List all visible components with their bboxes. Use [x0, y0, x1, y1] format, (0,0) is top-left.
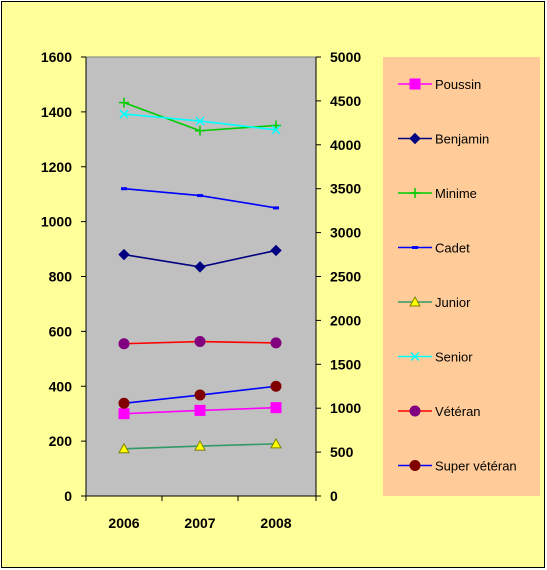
- data-point-poussin: [194, 404, 206, 416]
- data-point-cadet: [197, 194, 203, 198]
- y-right-tick-label: 3500: [330, 181, 361, 197]
- y-left-tick-label: 1000: [41, 214, 72, 230]
- y-right-tick-label: 500: [330, 444, 354, 460]
- y-right-tick-label: 5000: [330, 49, 361, 65]
- legend-label-super-veteran: Super vétéran: [435, 459, 517, 474]
- legend-marker-senior: [410, 351, 420, 362]
- y-right-tick-label: 1000: [330, 400, 361, 416]
- y-left-tick-label: 0: [64, 488, 72, 504]
- legend: Poussin Benjamin Minime Cadet Junior Senior Vé…: [398, 77, 517, 474]
- y-right-tick-label: 1500: [330, 356, 361, 372]
- legend-marker-super-veteran: [409, 460, 421, 471]
- data-point-junior: [194, 440, 206, 451]
- data-point-cadet: [121, 187, 127, 191]
- legend-marker-cadet: [412, 246, 418, 249]
- y-left-tick-label: 1600: [41, 49, 72, 65]
- data-point-senior: [119, 109, 129, 119]
- data-point-poussin: [270, 402, 282, 414]
- y-left-tick-label: 200: [49, 433, 73, 449]
- data-point-cadet: [273, 206, 279, 210]
- x-tick-label: 2006: [108, 515, 139, 531]
- y-right-tick-label: 4000: [330, 137, 361, 153]
- data-point-veteran: [270, 337, 282, 349]
- legend-label-veteran: Vétéran: [435, 404, 481, 419]
- y-left-tick-label: 800: [49, 269, 73, 285]
- data-point-benjamin: [194, 261, 206, 273]
- legend-marker-minime: [410, 188, 420, 198]
- data-point-benjamin: [270, 244, 282, 257]
- y-right-tick-label: 0: [330, 488, 338, 504]
- data-point-junior: [118, 442, 130, 454]
- y-left-tick-label: 1200: [41, 159, 72, 175]
- legend-label-minime: Minime: [435, 186, 477, 201]
- legend-label-cadet: Cadet: [435, 241, 470, 256]
- data-point-veteran: [194, 336, 206, 348]
- y-right-tick-label: 3000: [330, 225, 361, 241]
- tick-labels: 0 200 400 600 800 1000 1200 1400 1600 0 500 1000 150…: [41, 49, 362, 531]
- data-point-benjamin: [118, 248, 130, 261]
- data-point-super-veteran: [270, 380, 282, 392]
- legend-marker-junior: [409, 295, 421, 307]
- legend-label-junior: Junior: [435, 295, 471, 310]
- data-point-senior: [271, 125, 281, 135]
- legend-marker-benjamin: [409, 132, 421, 145]
- data-point-minime: [119, 97, 129, 108]
- legend-label-senior: Senior: [435, 350, 473, 365]
- x-tick-label: 2008: [260, 515, 291, 531]
- data-point-poussin: [118, 408, 130, 420]
- y-left-tick-label: 400: [49, 378, 73, 394]
- y-right-tick-label: 2500: [330, 269, 361, 285]
- legend-marker-poussin: [409, 78, 421, 90]
- data-point-super-veteran: [194, 389, 206, 401]
- series-markers: [118, 97, 282, 454]
- data-point-senior: [195, 116, 205, 126]
- y-right-tick-label: 4500: [330, 93, 361, 109]
- data-point-minime: [195, 125, 205, 136]
- x-tick-label: 2007: [184, 515, 215, 531]
- legend-label-poussin: Poussin: [435, 77, 481, 92]
- axes: [81, 56, 321, 501]
- legend-box: [383, 57, 540, 496]
- data-point-veteran: [118, 338, 130, 350]
- legend-label-benjamin: Benjamin: [435, 132, 489, 147]
- data-point-junior: [270, 437, 282, 449]
- y-right-tick-label: 2000: [330, 312, 361, 328]
- legend-marker-veteran: [409, 405, 421, 417]
- y-left-tick-label: 1400: [41, 104, 72, 120]
- y-left-tick-label: 600: [49, 323, 73, 339]
- data-point-super-veteran: [118, 397, 130, 409]
